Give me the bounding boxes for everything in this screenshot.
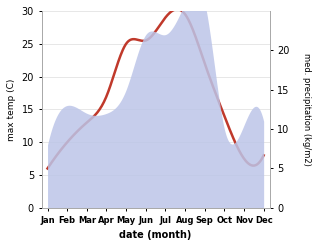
X-axis label: date (month): date (month) bbox=[119, 230, 192, 240]
Y-axis label: med. precipitation (kg/m2): med. precipitation (kg/m2) bbox=[302, 53, 311, 166]
Y-axis label: max temp (C): max temp (C) bbox=[7, 78, 16, 141]
